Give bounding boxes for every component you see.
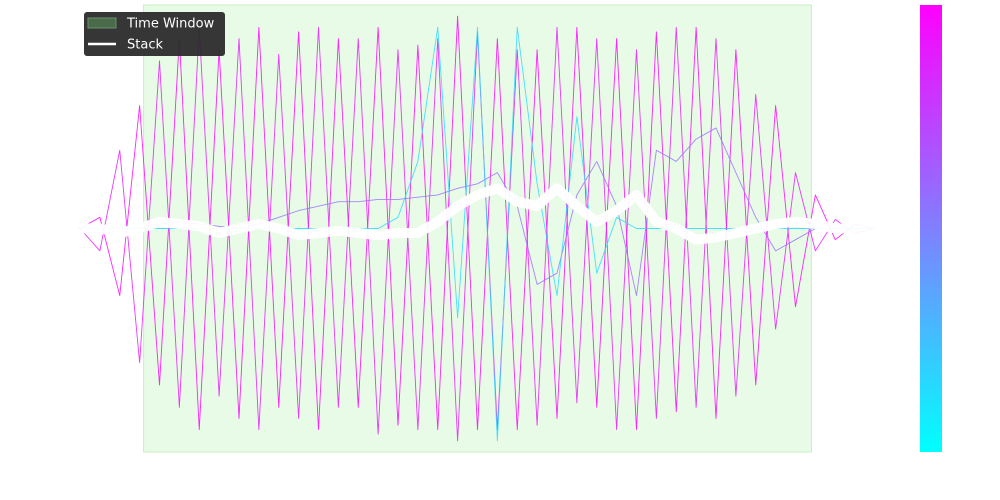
legend: Time Window Stack bbox=[84, 12, 225, 56]
plot-area bbox=[79, 4, 876, 453]
colorbar bbox=[920, 5, 942, 452]
legend-label: Stack bbox=[127, 38, 163, 53]
stack-line bbox=[80, 183, 875, 245]
legend-label: Time Window bbox=[126, 17, 215, 32]
legend-box bbox=[84, 12, 225, 56]
legend-swatch bbox=[87, 17, 117, 29]
trace-line bbox=[79, 15, 876, 431]
